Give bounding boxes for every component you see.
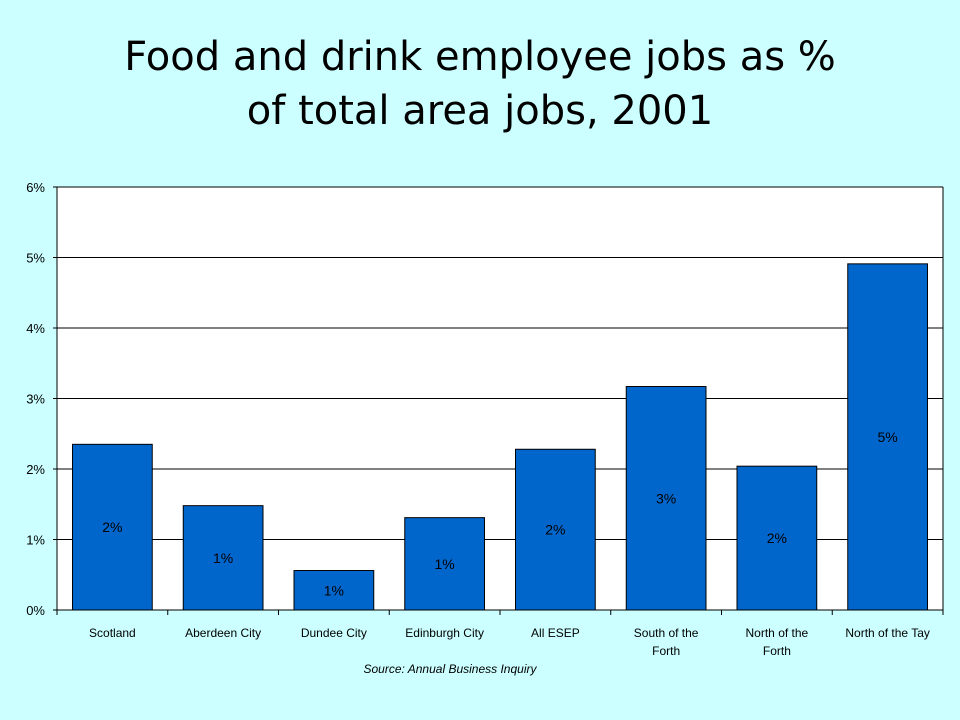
y-tick-label: 3% bbox=[26, 392, 45, 407]
bar-data-label: 3% bbox=[656, 490, 676, 506]
data-labels: 2% 1% 1% 1% 2% 3% 2% 5% bbox=[102, 429, 897, 598]
bar bbox=[847, 263, 928, 611]
y-axis-ticks: 0% 1% 2% 3% 4% 5% 6% bbox=[26, 180, 57, 618]
x-tick-label: South of the Forth bbox=[634, 626, 699, 658]
chart-title-line-2: of total area jobs, 2001 bbox=[246, 88, 714, 134]
y-tick-label: 0% bbox=[26, 603, 45, 618]
y-tick-label: 6% bbox=[26, 180, 45, 195]
source-note: Source: Annual Business Inquiry bbox=[363, 662, 537, 676]
y-tick-label: 5% bbox=[26, 251, 45, 266]
bar bbox=[72, 443, 153, 611]
y-tick-label: 1% bbox=[26, 533, 45, 548]
bar-data-label: 1% bbox=[435, 556, 455, 572]
bar bbox=[182, 505, 264, 611]
y-tick-label: 2% bbox=[26, 462, 45, 477]
bar-data-label: 2% bbox=[102, 519, 122, 535]
y-tick-label: 4% bbox=[26, 321, 45, 336]
bar bbox=[625, 386, 707, 611]
x-tick-label: All ESEP bbox=[531, 626, 580, 640]
x-tick-label: Edinburgh City bbox=[405, 626, 484, 640]
chart-title-line-1: Food and drink employee jobs as % bbox=[124, 34, 836, 80]
bar-data-label: 5% bbox=[878, 429, 898, 445]
chart-title: Food and drink employee jobs as % of tot… bbox=[0, 30, 960, 138]
x-tick-label: North of the Tay bbox=[845, 626, 930, 640]
bar-data-label: 2% bbox=[767, 530, 787, 546]
bar-data-label: 1% bbox=[213, 550, 233, 566]
bar-data-label: 1% bbox=[324, 582, 344, 598]
bar bbox=[293, 570, 375, 611]
x-tick-label: Dundee City bbox=[301, 626, 367, 640]
x-tick-label: North of the Forth bbox=[746, 626, 809, 658]
x-axis-ticks: Scotland Aberdeen City Dundee City Edinburg… bbox=[56, 610, 944, 658]
x-tick-label: Aberdeen City bbox=[185, 626, 261, 640]
bar bbox=[404, 517, 485, 611]
bar-data-label: 2% bbox=[545, 522, 565, 538]
bar bbox=[736, 465, 818, 611]
bars bbox=[72, 263, 928, 611]
x-tick-label: Scotland bbox=[89, 626, 136, 640]
